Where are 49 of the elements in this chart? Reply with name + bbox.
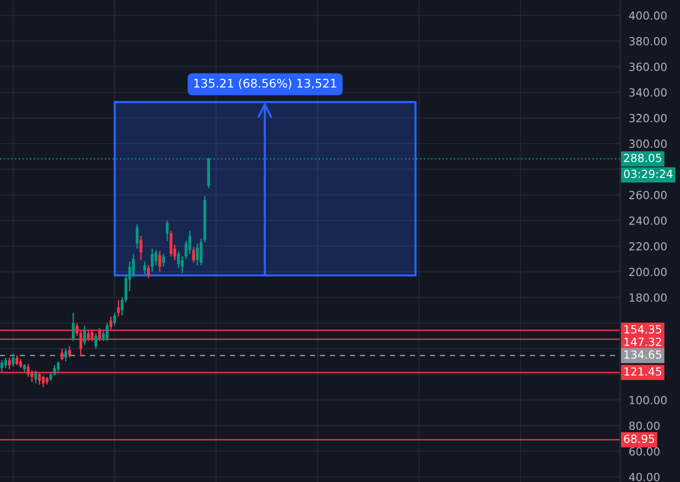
candlestick xyxy=(8,357,11,370)
y-tick-label: 400.00 xyxy=(629,11,667,20)
y-tick-label: 240.00 xyxy=(629,216,667,225)
y-tick-label: 380.00 xyxy=(629,36,667,46)
candlestick xyxy=(4,357,8,369)
candlestick xyxy=(106,322,109,342)
candlestick xyxy=(177,250,180,269)
candlestick xyxy=(116,299,120,318)
ref-line-label: 121.45 xyxy=(624,367,662,376)
ref-line-label: 154.35 xyxy=(624,325,662,334)
candlestick xyxy=(180,256,184,274)
candlestick xyxy=(147,264,150,279)
y-tick-label: 360.00 xyxy=(629,62,667,72)
candlestick xyxy=(0,360,4,372)
candlestick xyxy=(170,230,172,258)
y-tick-label: 200.00 xyxy=(629,268,667,276)
candlestick xyxy=(53,364,56,376)
candlestick xyxy=(162,253,165,268)
ref-line-label: 147.32 xyxy=(624,338,662,346)
ref-line-label: 68.95 xyxy=(624,434,654,443)
y-tick-label: 300.00 xyxy=(629,140,667,148)
candlestick xyxy=(113,312,116,326)
y-tick-label: 220.00 xyxy=(629,242,667,251)
ref-line-label: 134.65 xyxy=(624,350,662,359)
y-tick-label: 340.00 xyxy=(629,88,667,97)
candlestick xyxy=(192,246,195,264)
candlestick xyxy=(200,238,202,266)
candlestick xyxy=(64,348,68,362)
y-tick-label: 40.00 xyxy=(629,472,660,482)
candlestick xyxy=(94,332,98,350)
candlestick xyxy=(140,235,142,261)
candlestick xyxy=(42,374,45,388)
y-tick-label: 180.00 xyxy=(630,293,667,302)
y-tick-label: 320.00 xyxy=(629,114,667,122)
candlestick xyxy=(72,312,75,342)
candlestick xyxy=(83,324,86,346)
y-tick-label: 260.00 xyxy=(629,190,667,200)
ref-line-label: 288.05 xyxy=(624,154,662,162)
candlestick xyxy=(16,354,18,366)
band-label: 135.21 (68.56%) 13,521 xyxy=(194,78,336,90)
y-tick-label: 60.00 xyxy=(629,447,660,456)
candlestick xyxy=(34,370,38,384)
candlestick xyxy=(166,220,169,242)
candlestick xyxy=(68,345,71,358)
text: 03:29:24 xyxy=(624,170,673,178)
y-tick-label: 80.00 xyxy=(629,422,660,430)
candlestick xyxy=(12,353,15,368)
y-tick-label: 100.00 xyxy=(630,396,667,404)
candlestick xyxy=(60,348,64,361)
